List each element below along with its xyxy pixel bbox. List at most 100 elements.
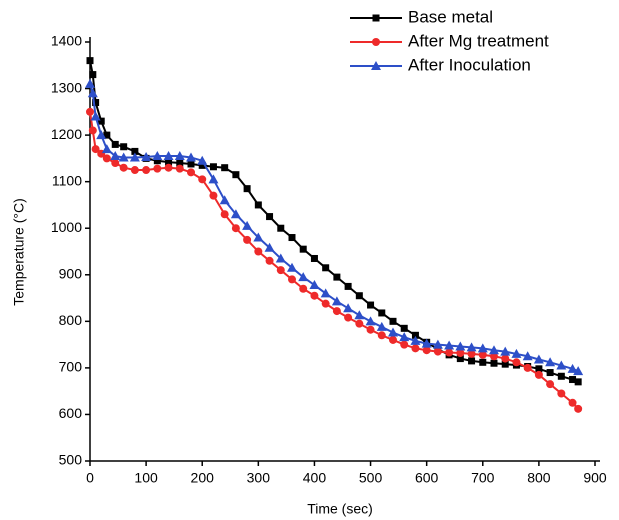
marker bbox=[545, 357, 556, 367]
y-tick-label: 1300 bbox=[51, 79, 82, 95]
x-tick-label: 300 bbox=[247, 470, 271, 486]
x-tick-label: 500 bbox=[359, 470, 383, 486]
marker bbox=[320, 288, 331, 298]
marker bbox=[209, 163, 217, 171]
marker bbox=[533, 354, 544, 364]
y-tick-label: 1400 bbox=[51, 33, 82, 49]
marker bbox=[264, 242, 275, 252]
legend-label: Base metal bbox=[408, 7, 493, 26]
marker bbox=[288, 275, 296, 284]
marker bbox=[232, 171, 240, 179]
marker bbox=[400, 340, 409, 349]
marker bbox=[110, 151, 121, 161]
marker bbox=[501, 360, 509, 368]
marker bbox=[164, 163, 173, 172]
marker bbox=[130, 166, 139, 175]
marker bbox=[85, 78, 95, 88]
marker bbox=[186, 152, 196, 162]
marker bbox=[489, 345, 499, 355]
x-tick-label: 900 bbox=[583, 470, 607, 486]
marker bbox=[367, 301, 375, 309]
marker bbox=[198, 175, 207, 184]
marker bbox=[209, 191, 218, 200]
marker bbox=[265, 256, 274, 265]
marker bbox=[141, 151, 152, 161]
marker bbox=[432, 339, 443, 349]
marker bbox=[444, 340, 455, 350]
marker bbox=[344, 282, 352, 290]
marker bbox=[102, 154, 111, 163]
marker bbox=[445, 348, 454, 357]
marker bbox=[377, 331, 386, 340]
marker bbox=[365, 316, 376, 326]
marker bbox=[355, 292, 363, 300]
marker bbox=[219, 195, 230, 205]
marker bbox=[568, 398, 577, 407]
marker bbox=[131, 147, 139, 155]
legend-label: After Mg treatment bbox=[408, 31, 549, 50]
marker bbox=[411, 331, 419, 339]
marker bbox=[142, 166, 151, 175]
marker bbox=[512, 358, 521, 367]
marker bbox=[277, 224, 285, 232]
x-tick-label: 200 bbox=[191, 470, 215, 486]
marker bbox=[287, 262, 297, 272]
x-tick-label: 0 bbox=[86, 470, 94, 486]
marker bbox=[97, 117, 105, 125]
marker bbox=[299, 245, 307, 253]
marker bbox=[152, 151, 163, 161]
marker bbox=[490, 352, 498, 361]
marker bbox=[557, 372, 565, 380]
marker bbox=[253, 232, 264, 242]
x-tick-label: 600 bbox=[415, 470, 439, 486]
marker bbox=[101, 144, 112, 154]
marker bbox=[400, 324, 408, 332]
marker bbox=[378, 309, 386, 317]
marker bbox=[372, 14, 380, 22]
marker bbox=[310, 291, 319, 300]
y-tick-label: 700 bbox=[59, 359, 83, 375]
marker bbox=[221, 164, 229, 172]
x-tick-label: 800 bbox=[527, 470, 551, 486]
x-axis-label: Time (sec) bbox=[307, 501, 373, 517]
marker bbox=[456, 348, 465, 357]
marker bbox=[422, 346, 431, 355]
marker bbox=[231, 224, 240, 233]
marker bbox=[501, 354, 510, 363]
marker bbox=[310, 254, 318, 262]
marker bbox=[87, 88, 98, 98]
marker bbox=[333, 273, 341, 281]
marker bbox=[546, 380, 555, 389]
marker bbox=[332, 307, 341, 316]
marker bbox=[163, 151, 174, 161]
marker bbox=[187, 160, 195, 168]
y-tick-label: 1100 bbox=[52, 172, 82, 188]
marker bbox=[275, 253, 286, 263]
marker bbox=[354, 310, 365, 320]
x-tick-label: 100 bbox=[134, 470, 158, 486]
marker bbox=[254, 247, 263, 256]
marker bbox=[376, 321, 387, 331]
marker bbox=[567, 363, 578, 373]
marker bbox=[557, 389, 566, 398]
y-tick-label: 500 bbox=[59, 452, 83, 468]
marker bbox=[243, 185, 251, 193]
marker bbox=[546, 369, 554, 377]
marker bbox=[522, 351, 533, 361]
marker bbox=[389, 317, 397, 325]
marker bbox=[176, 159, 184, 167]
marker bbox=[266, 213, 274, 221]
marker bbox=[165, 158, 173, 166]
legend-label: After Inoculation bbox=[408, 55, 531, 74]
marker bbox=[411, 344, 420, 353]
marker bbox=[366, 325, 375, 334]
marker bbox=[511, 348, 522, 358]
marker bbox=[468, 357, 476, 365]
marker bbox=[321, 299, 330, 308]
marker bbox=[490, 359, 498, 367]
marker bbox=[372, 38, 380, 46]
marker bbox=[86, 57, 94, 65]
y-axis-label: Temperature (°C) bbox=[11, 198, 27, 306]
marker bbox=[322, 264, 330, 272]
y-tick-label: 1000 bbox=[51, 219, 82, 235]
